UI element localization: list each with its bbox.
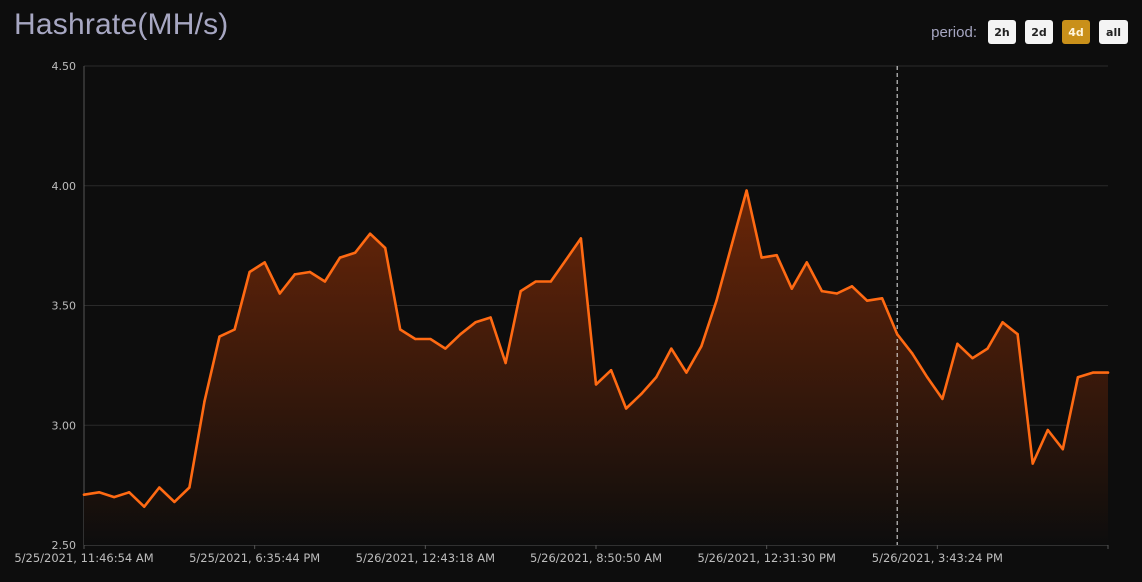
- data-point: [624, 407, 628, 410]
- data-point: [805, 261, 809, 264]
- data-point: [323, 280, 327, 283]
- data-point: [941, 397, 944, 401]
- period-selector: period: 2h 2d 4d all: [931, 20, 1128, 44]
- data-point: [760, 256, 763, 259]
- data-point: [880, 297, 884, 300]
- data-point: [263, 261, 266, 264]
- data-point: [850, 285, 854, 288]
- data-point: [338, 256, 342, 259]
- data-point: [895, 333, 899, 336]
- x-tick-label: 5/26/2021, 12:43:18 AM: [356, 551, 495, 565]
- data-point: [203, 400, 206, 403]
- x-tick-label: 5/26/2021, 12:31:30 PM: [697, 551, 835, 565]
- data-point: [218, 335, 221, 338]
- data-point: [248, 270, 251, 274]
- data-point: [1031, 462, 1034, 465]
- data-point: [534, 280, 537, 283]
- data-point: [429, 337, 432, 341]
- period-button-4d[interactable]: 4d: [1062, 20, 1090, 44]
- data-point: [926, 376, 929, 379]
- data-point: [1076, 376, 1080, 379]
- data-point: [1001, 321, 1004, 324]
- data-point: [143, 505, 146, 508]
- data-point: [775, 254, 778, 257]
- period-button-2d[interactable]: 2d: [1025, 20, 1053, 44]
- chart-title: Hashrate(MH/s): [14, 8, 229, 41]
- data-point: [956, 342, 959, 346]
- data-point: [112, 495, 116, 499]
- data-point: [504, 361, 507, 365]
- data-point: [474, 321, 477, 324]
- data-point: [444, 347, 447, 350]
- data-point: [730, 244, 733, 247]
- data-point: [399, 328, 402, 331]
- data-point: [188, 486, 191, 489]
- y-tick-label: 2.50: [52, 539, 77, 552]
- data-point: [383, 246, 387, 250]
- data-point: [639, 392, 643, 396]
- data-point: [670, 347, 673, 350]
- x-tick-label: 5/25/2021, 6:35:44 PM: [189, 551, 320, 565]
- period-button-all[interactable]: all: [1099, 20, 1128, 44]
- data-point: [308, 270, 312, 274]
- y-tick-label: 4.00: [52, 180, 77, 193]
- data-point: [865, 299, 869, 302]
- data-point: [1061, 448, 1065, 451]
- data-point: [1091, 371, 1095, 374]
- data-point: [1046, 428, 1049, 432]
- data-point: [609, 368, 613, 372]
- data-point: [353, 251, 357, 255]
- data-point: [971, 356, 974, 360]
- data-point: [97, 491, 101, 494]
- data-point: [414, 337, 417, 341]
- x-tick-label: 5/25/2021, 11:46:54 AM: [14, 551, 153, 565]
- data-point: [82, 493, 86, 496]
- data-point: [564, 258, 568, 262]
- data-point: [368, 232, 372, 235]
- data-point: [685, 371, 688, 374]
- data-point: [489, 316, 492, 319]
- data-point: [835, 292, 839, 295]
- data-point: [820, 289, 824, 293]
- data-point: [579, 237, 583, 240]
- data-point: [1016, 333, 1019, 336]
- data-point: [459, 333, 462, 336]
- data-point: [700, 345, 703, 348]
- period-button-2h[interactable]: 2h: [988, 20, 1016, 44]
- period-label: period:: [931, 23, 977, 41]
- area-fill: [84, 190, 1108, 545]
- data-point: [594, 383, 598, 386]
- y-tick-label: 3.50: [52, 300, 77, 313]
- data-point: [715, 299, 718, 302]
- data-point: [293, 273, 297, 276]
- x-tick-label: 5/26/2021, 8:50:50 AM: [530, 551, 662, 565]
- data-point: [127, 491, 131, 494]
- data-point: [173, 500, 176, 504]
- data-point: [986, 347, 989, 350]
- y-tick-label: 3.00: [52, 419, 77, 432]
- data-point: [549, 280, 553, 283]
- data-point: [911, 352, 914, 355]
- data-point: [158, 486, 161, 489]
- x-tick-label: 5/26/2021, 3:43:24 PM: [872, 551, 1003, 565]
- data-point: [745, 189, 748, 192]
- data-point: [1106, 371, 1110, 374]
- data-point: [655, 376, 658, 379]
- data-point: [233, 328, 236, 331]
- data-point: [519, 289, 522, 293]
- data-point: [278, 292, 281, 295]
- y-tick-label: 4.50: [52, 60, 77, 73]
- data-point: [790, 287, 793, 290]
